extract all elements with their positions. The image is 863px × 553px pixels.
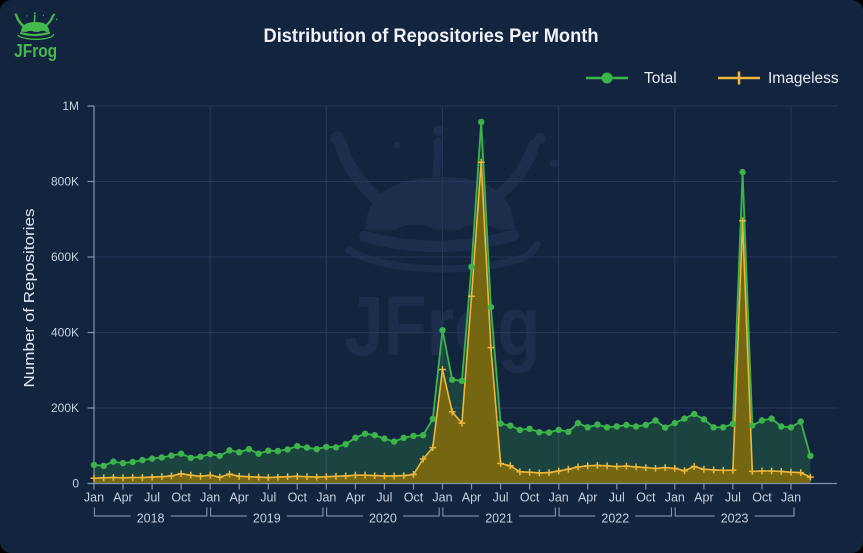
svg-text:Oct: Oct	[636, 491, 656, 505]
svg-text:Jan: Jan	[549, 491, 569, 505]
svg-text:Apr: Apr	[113, 491, 132, 505]
svg-text:2022: 2022	[601, 512, 629, 526]
svg-text:Jul: Jul	[609, 491, 625, 505]
svg-text:2018: 2018	[137, 512, 165, 526]
svg-text:Oct: Oct	[404, 491, 424, 505]
svg-text:Jan: Jan	[665, 491, 685, 505]
svg-text:Jul: Jul	[725, 491, 741, 505]
svg-text:Jan: Jan	[316, 491, 336, 505]
svg-text:800K: 800K	[51, 175, 79, 189]
svg-text:Jan: Jan	[432, 491, 452, 505]
svg-text:1M: 1M	[62, 99, 79, 113]
svg-text:600K: 600K	[51, 250, 79, 264]
svg-text:Jul: Jul	[493, 491, 509, 505]
svg-text:400K: 400K	[51, 326, 79, 340]
svg-text:Jan: Jan	[84, 491, 104, 505]
svg-text:2023: 2023	[721, 512, 749, 526]
svg-text:Jan: Jan	[200, 491, 220, 505]
svg-text:200K: 200K	[51, 401, 79, 415]
svg-text:Distribution of Repositories P: Distribution of Repositories Per Month	[264, 26, 599, 47]
svg-text:Jul: Jul	[144, 491, 160, 505]
svg-text:2021: 2021	[485, 512, 513, 526]
svg-text:Oct: Oct	[171, 491, 191, 505]
svg-text:Total: Total	[644, 70, 677, 87]
svg-text:JFrog: JFrog	[14, 40, 57, 61]
svg-text:Oct: Oct	[520, 491, 540, 505]
svg-text:Imageless: Imageless	[768, 70, 839, 87]
svg-text:Number of Repositories: Number of Repositories	[21, 209, 38, 388]
svg-text:Oct: Oct	[752, 491, 772, 505]
svg-text:2019: 2019	[253, 512, 281, 526]
svg-text:Apr: Apr	[694, 491, 713, 505]
svg-text:Apr: Apr	[346, 491, 365, 505]
svg-text:0: 0	[72, 477, 79, 491]
svg-text:Apr: Apr	[578, 491, 597, 505]
svg-text:Apr: Apr	[462, 491, 481, 505]
svg-text:Apr: Apr	[229, 491, 248, 505]
svg-text:Jul: Jul	[260, 491, 276, 505]
svg-text:2020: 2020	[369, 512, 397, 526]
svg-text:Jan: Jan	[781, 491, 801, 505]
svg-text:Jul: Jul	[376, 491, 392, 505]
svg-text:Oct: Oct	[288, 491, 308, 505]
